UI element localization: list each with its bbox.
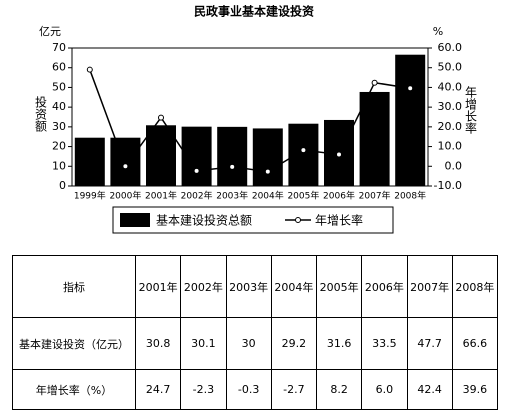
x-tick-label: 2007年 [359, 190, 391, 202]
y2-axis-label: 年增长率 [464, 86, 478, 134]
legend-label: 年增长率 [315, 213, 363, 228]
y-tick-label: 40 [52, 100, 66, 113]
bar [288, 123, 319, 186]
chart-title: 民政事业基本建设投资 [194, 4, 314, 19]
bar [217, 126, 248, 186]
bar [359, 91, 390, 186]
x-tick-label: 2004年 [252, 190, 284, 202]
table-cell: 8.2 [315, 369, 363, 410]
line-marker [407, 85, 414, 92]
table-cell: 24.7 [134, 369, 182, 410]
line-marker [229, 163, 236, 170]
table-cell: 2007年 [406, 255, 453, 318]
table-cell: 2001年 [134, 255, 182, 318]
x-tick-label: 1999年 [74, 190, 106, 202]
table-cell: 30.8 [134, 317, 182, 370]
data-table: 指标 2001年 2002年 2003年 2004年 2005年 2006年 2007年 200… [12, 255, 499, 410]
table-cell: -2.3 [180, 369, 227, 410]
y-tick-label: 0 [59, 179, 66, 192]
legend-swatch [120, 213, 150, 227]
table-cell: 2008年 [451, 255, 499, 318]
line-marker [193, 167, 200, 174]
y2-tick-label: 50.0 [438, 61, 463, 74]
table-cell: 年增长率（%） [12, 369, 136, 410]
legend-swatch [295, 217, 301, 223]
bar [252, 128, 283, 186]
table-row: 指标 2001年 2002年 2003年 2004年 2005年 2006年 2007年 200… [12, 255, 499, 318]
y-axis-label: 投资额 [34, 95, 48, 133]
table-cell: -2.7 [270, 369, 318, 410]
bar [395, 54, 426, 187]
table-cell: 6.0 [361, 369, 408, 410]
table-cell: 30 [225, 317, 272, 370]
y-tick-label: 60 [52, 61, 66, 74]
y-tick-label: 50 [52, 80, 66, 93]
table-cell: -0.3 [225, 369, 272, 410]
line-marker [122, 163, 129, 170]
y2-unit: % [433, 25, 443, 38]
y2-tick-label: 60.0 [438, 41, 463, 54]
line-marker [371, 79, 378, 86]
table-cell: 29.2 [270, 317, 318, 370]
table-cell: 47.7 [406, 317, 453, 370]
y-tick-label: 10 [52, 159, 66, 172]
y-tick-label: 20 [52, 140, 66, 153]
line-marker [336, 151, 342, 158]
x-tick-label: 2006年 [323, 190, 355, 202]
x-tick-label: 2003年 [216, 190, 248, 202]
x-tick-label: 2008年 [394, 190, 426, 202]
table-cell: 31.6 [315, 317, 363, 370]
x-tick-label: 2001年 [145, 190, 177, 202]
table-cell: 42.4 [406, 369, 453, 410]
table-row: 基本建设投资（亿元） 30.8 30.1 30 29.2 31.6 33.5 47.7 66.6 [12, 317, 499, 370]
table-cell: 2004年 [270, 255, 318, 318]
y-tick-label: 70 [52, 41, 66, 54]
line-marker [158, 114, 164, 121]
table-cell: 2002年 [180, 255, 227, 318]
y2-tick-label: 40.0 [438, 80, 463, 93]
bar [74, 137, 105, 186]
y2-tick-label: 10.0 [438, 140, 463, 153]
plot-frame [71, 47, 429, 187]
table-cell: 33.5 [361, 317, 408, 370]
y2-tick-label: -10.0 [434, 179, 462, 192]
x-tick-label: 2005年 [287, 190, 319, 202]
y-unit: 亿元 [39, 25, 61, 38]
line [89, 69, 411, 173]
y-tick-label: 30 [52, 120, 66, 133]
line-marker [300, 147, 307, 154]
table-row: 年增长率（%） 24.7 -2.3 -0.3 -2.7 8.2 6.0 42.4 39.6 [12, 369, 499, 410]
y2-tick-label: 20.0 [438, 120, 463, 133]
bar [110, 137, 141, 186]
y2-tick-label: 0.0 [445, 159, 463, 172]
table-cell: 2003年 [225, 255, 272, 318]
table-cell: 39.6 [451, 369, 499, 410]
table-cell: 30.1 [180, 317, 227, 370]
table-cell: 2005年 [315, 255, 363, 318]
line-marker [264, 168, 271, 175]
chart: 民政事业基本建设投资 亿元 % 投资额 年增长率 0 10 20 30 40 50 60 70… [34, 4, 478, 234]
x-tick-label: 2000年 [109, 190, 141, 202]
bar [146, 125, 176, 186]
table-cell: 2006年 [361, 255, 408, 318]
legend-label: 基本建设投资总额 [156, 213, 252, 228]
table-cell: 66.6 [451, 317, 499, 370]
legend-box [112, 206, 394, 234]
table-cell: 指标 [12, 255, 136, 318]
y2-tick-label: 30.0 [438, 100, 463, 113]
line-marker [86, 66, 93, 73]
x-tick-label: 2002年 [181, 190, 213, 202]
table-cell: 基本建设投资（亿元） [12, 317, 136, 370]
